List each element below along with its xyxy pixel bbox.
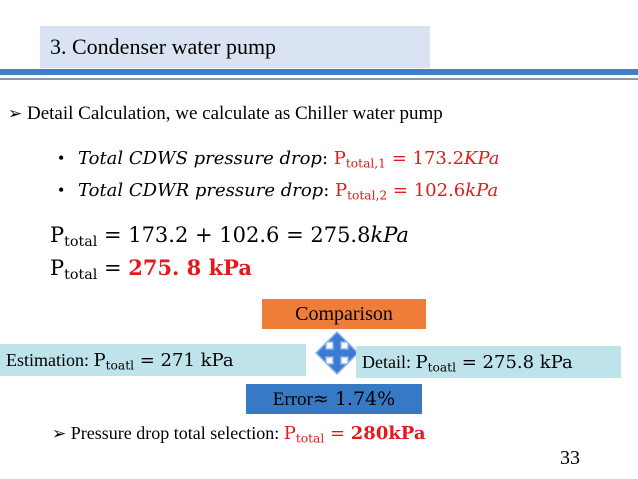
symbol: P: [93, 350, 106, 371]
arrow-bullet-icon: ➢: [52, 424, 67, 443]
selection-text: Pressure drop total selection:: [70, 423, 284, 443]
bullet-cdwr: • Total CDWR pressure drop: Ptotal,2 = 10…: [58, 180, 498, 202]
equation-total-sum: Ptotal = 173.2 + 102.6 = 275.8kPa: [50, 223, 409, 250]
detail-label: Detail:: [362, 352, 416, 372]
bullet-label: Total CDWS pressure drop: [78, 148, 322, 169]
subscript: toatl: [105, 358, 135, 373]
title-background: [40, 26, 430, 68]
bullet-cdws: • Total CDWS pressure drop: Ptotal,1 = 17…: [58, 148, 500, 170]
unit: KPa: [464, 148, 500, 169]
estimation-value: Ptoatl = 271 kPa: [93, 350, 234, 373]
unit: kPa: [370, 223, 409, 247]
page-number: 33: [560, 447, 580, 469]
subscript: total,2: [347, 188, 388, 203]
bullet-dot-icon: •: [58, 148, 65, 168]
subscript: total,1: [345, 156, 386, 171]
bullet-dot-icon: •: [58, 180, 65, 200]
symbol: P: [333, 148, 346, 169]
subscript: total: [295, 431, 325, 446]
value: 280kPa: [350, 423, 426, 444]
symbol: P: [415, 352, 428, 373]
pressure-value: Ptotal,2 = 102.6kPa: [334, 180, 499, 203]
value: = 275.8 kPa: [456, 352, 573, 373]
detail-value: Ptoatl = 275.8 kPa: [415, 352, 573, 375]
intro-line: ➢ Detail Calculation, we calculate as Ch…: [8, 103, 443, 125]
title-rule-blue: [0, 69, 638, 75]
selection-line: ➢ Pressure drop total selection: Ptotal …: [52, 423, 426, 445]
estimation-box: Estimation: Ptoatl = 271 kPa: [0, 344, 306, 376]
intro-text: Detail Calculation, we calculate as Chil…: [27, 103, 443, 124]
selection-value: Ptotal = 280kPa: [283, 423, 426, 446]
arrow-bullet-icon: ➢: [8, 104, 23, 123]
slide-title: 3. Condenser water pump: [50, 34, 277, 59]
title-rule-gray: [0, 78, 638, 80]
error-box: Error≈ 1.74%: [246, 384, 422, 414]
subscript: toatl: [427, 360, 457, 375]
symbol: P: [50, 223, 65, 247]
equals: =: [324, 423, 351, 444]
value: = 271 kPa: [134, 350, 234, 371]
four-way-arrow-icon: [314, 330, 360, 376]
value: = 102.6: [387, 180, 466, 201]
error-value: ≈ 1.74%: [312, 388, 396, 410]
colon: :: [321, 148, 334, 169]
comparison-box: Comparison: [262, 299, 426, 329]
error-label: Error: [272, 389, 313, 410]
estimation-label: Estimation:: [6, 350, 94, 370]
equals: =: [97, 256, 129, 280]
bullet-label: Total CDWR pressure drop: [78, 180, 324, 201]
value: = 173.2: [385, 148, 465, 169]
subscript: total: [64, 266, 98, 283]
pressure-value: Ptotal,1 = 173.2KPa: [333, 148, 500, 171]
symbol: P: [334, 180, 348, 201]
equation-total-result: Ptotal = 275. 8 kPa: [50, 255, 252, 283]
unit: kPa: [465, 180, 499, 201]
symbol: P: [283, 423, 296, 444]
colon: :: [323, 180, 335, 201]
detail-box: Detail: Ptoatl = 275.8 kPa: [356, 346, 621, 378]
result-value: 275. 8 kPa: [128, 255, 252, 280]
subscript: total: [64, 233, 98, 250]
symbol: P: [50, 256, 65, 280]
expression: = 173.2 + 102.6 = 275.8: [97, 223, 371, 247]
